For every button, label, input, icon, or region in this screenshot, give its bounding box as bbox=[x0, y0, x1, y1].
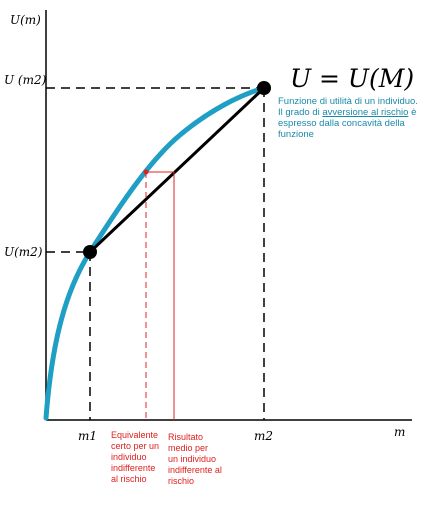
expected-utility-chord bbox=[88, 86, 266, 254]
utility-note-line2-prefix: Il grado di bbox=[278, 107, 323, 118]
point-m1 bbox=[83, 245, 97, 259]
utility-note: Funzione di utilità di un individuo. Il … bbox=[278, 96, 424, 140]
utility-formula: U = U(M) bbox=[290, 64, 414, 93]
x-m1-label: m1 bbox=[78, 429, 97, 443]
utility-note-line3: espresso dalla concavità della funzione bbox=[278, 118, 405, 140]
utility-note-line1: Funzione di utilità di un individuo. bbox=[278, 96, 418, 107]
certainty-equivalent-point bbox=[143, 169, 149, 175]
certainty-equivalent-note: Equivalente certo per un individuo indif… bbox=[111, 430, 160, 484]
y-lower-label: U(m2) bbox=[4, 245, 43, 259]
x-m2-label: m2 bbox=[254, 429, 273, 443]
utility-curve bbox=[43, 85, 267, 421]
x-axis-label: m bbox=[394, 425, 405, 439]
risk-aversion-term: avversione al rischio bbox=[322, 107, 409, 118]
point-m2 bbox=[257, 81, 271, 95]
y-axis-label: U(m) bbox=[10, 13, 41, 27]
y-upper-label: U (m2) bbox=[4, 73, 47, 87]
average-result-note: Risultato medio per un individuo indiffe… bbox=[168, 432, 222, 486]
utility-note-line2-suffix: è bbox=[408, 107, 417, 118]
utility-note-line2: Il grado di avversione al rischio è bbox=[278, 107, 424, 118]
